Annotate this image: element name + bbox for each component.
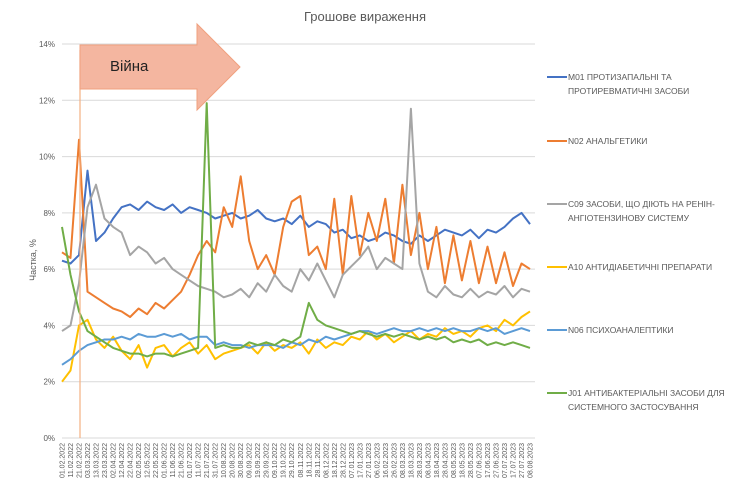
x-tick-label: 13.03.2022 [94,443,101,478]
x-tick-label: 09.10.2022 [272,443,279,478]
legend-item: N02 АНАЛЬГЕТИКИ [547,134,733,148]
x-tick-label: 12.05.2022 [145,443,152,478]
x-tick-label: 17.01.2023 [357,443,364,478]
x-tick-label: 01.06.2022 [162,443,169,478]
y-tick-label: 0% [43,434,55,443]
x-tick-label: 18.04.2023 [434,443,441,478]
x-tick-label: 08.08.2023 [528,443,535,478]
series-line-n02 [61,138,531,318]
x-tick-label: 21.02.2022 [77,443,84,478]
legend-swatch [547,392,567,394]
legend-swatch [547,266,567,268]
x-tick-label: 11.06.2022 [170,443,177,478]
legend-label: C09 ЗАСОБИ, ЩО ДІЮТЬ НА РЕНІН-АНГІОТЕНЗИ… [568,199,715,223]
legend-label: N02 АНАЛЬГЕТИКИ [568,136,648,146]
series-line-a10 [61,310,531,383]
x-tick-label: 27.06.2023 [493,443,500,478]
x-tick-label: 11.02.2022 [68,443,75,478]
y-tick-label: 14% [39,40,55,49]
legend-swatch [547,76,567,78]
y-tick-label: 8% [43,209,55,218]
y-tick-label: 4% [43,321,55,330]
x-tick-label: 17.07.2023 [510,443,517,478]
x-tick-label: 31.07.2022 [213,443,220,478]
x-tick-label: 23.03.2022 [102,443,109,478]
x-tick-label: 18.05.2023 [459,443,466,478]
x-tick-label: 29.09.2022 [264,443,271,478]
series-line-m01 [61,169,531,265]
x-tick-label: 16.02.2023 [383,443,390,478]
x-tick-label: 30.08.2022 [238,443,245,478]
y-tick-label: 10% [39,153,55,162]
legend-item: J01 АНТИБАКТЕРІАЛЬНІ ЗАСОБИ ДЛЯ СИСТЕМНО… [547,386,733,414]
war-annotation-label: Війна [110,58,149,75]
y-tick-label: 12% [39,96,55,105]
chart-title: Грошове вираження [304,9,426,24]
x-tick-label: 20.08.2022 [230,443,237,478]
x-tick-label: 08.12.2022 [323,443,330,478]
series-line-c09 [61,107,531,332]
legend-swatch [547,329,567,331]
x-tick-label: 03.03.2022 [85,443,92,478]
x-tick-label: 19.09.2022 [255,443,262,478]
legend-label: M01 ПРОТИЗАПАЛЬНІ ТА ПРОТИРЕВМАТИЧНІ ЗАС… [568,72,690,96]
legend-label: N06 ПСИХОАНАЛЕПТИКИ [568,325,674,335]
x-tick-label: 28.12.2022 [340,443,347,478]
x-tick-label: 27.01.2023 [366,443,373,478]
x-tick-label: 08.05.2023 [451,443,458,478]
x-tick-label: 08.11.2022 [298,443,305,478]
legend-swatch [547,140,567,142]
x-tick-label: 22.05.2022 [153,443,160,478]
y-tick-label: 2% [43,378,55,387]
x-tick-label: 08.03.2023 [400,443,407,478]
legend-item: C09 ЗАСОБИ, ЩО ДІЮТЬ НА РЕНІН-АНГІОТЕНЗИ… [547,197,733,225]
series-line-j01 [61,102,531,358]
x-tick-label: 02.05.2022 [136,443,143,478]
war-arrow-icon [79,22,241,112]
x-tick-label: 07.01.2023 [349,443,356,478]
x-tick-label: 11.07.2022 [196,443,203,478]
legend-label: J01 АНТИБАКТЕРІАЛЬНІ ЗАСОБИ ДЛЯ СИСТЕМНО… [568,388,725,412]
x-tick-label: 07.06.2023 [476,443,483,478]
x-tick-label: 29.10.2022 [289,443,296,478]
series-line-n06 [61,327,531,366]
x-tick-label: 18.03.2023 [408,443,415,478]
x-tick-label: 21.07.2022 [204,443,211,478]
x-tick-label: 27.07.2023 [519,443,526,478]
x-tick-label: 28.04.2023 [442,443,449,478]
x-tick-label: 22.04.2022 [128,443,135,478]
y-tick-label: 6% [43,265,55,274]
x-tick-label: 17.06.2023 [485,443,492,478]
x-tick-label: 07.07.2023 [502,443,509,478]
x-tick-label: 28.03.2023 [417,443,424,478]
x-tick-label: 09.09.2022 [247,443,254,478]
x-tick-label: 01.07.2022 [187,443,194,478]
x-tick-label: 10.08.2022 [221,443,228,478]
x-tick-label: 06.02.2023 [374,443,381,478]
legend-label: A10 АНТИДІАБЕТИЧНІ ПРЕПАРАТИ [568,262,713,272]
x-tick-label: 18.11.2022 [306,443,313,478]
x-tick-label: 08.04.2023 [425,443,432,478]
x-tick-label: 02.04.2022 [111,443,118,478]
legend-swatch [547,203,567,205]
x-tick-label: 19.10.2022 [281,443,288,478]
legend-item: A10 АНТИДІАБЕТИЧНІ ПРЕПАРАТИ [547,260,733,274]
legend-item: M01 ПРОТИЗАПАЛЬНІ ТА ПРОТИРЕВМАТИЧНІ ЗАС… [547,70,733,98]
x-tick-label: 28.11.2022 [315,443,322,478]
x-tick-label: 26.02.2023 [391,443,398,478]
x-tick-label: 01.02.2022 [60,443,67,478]
x-tick-label: 21.06.2022 [179,443,186,478]
x-tick-label: 12.04.2022 [119,443,126,478]
x-tick-label: 18.12.2022 [332,443,339,478]
x-tick-label: 28.05.2023 [468,443,475,478]
legend-item: N06 ПСИХОАНАЛЕПТИКИ [547,323,733,337]
